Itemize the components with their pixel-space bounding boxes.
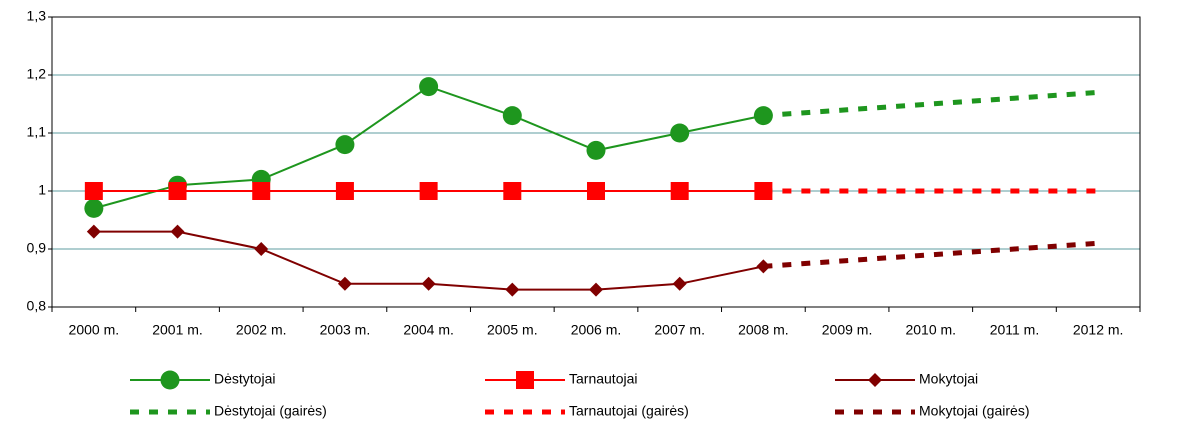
legend-label: Dėstytojai (gairės)	[214, 403, 327, 419]
x-tick-label: 2007 m.	[654, 322, 705, 338]
marker	[672, 276, 687, 291]
y-tick-label: 0,9	[27, 240, 47, 256]
marker	[168, 182, 187, 200]
marker	[254, 242, 269, 256]
marker	[170, 224, 185, 239]
y-tick-label: 1,2	[27, 66, 47, 82]
marker	[587, 182, 605, 200]
legend-label: Mokytojai	[919, 371, 978, 387]
x-tick-label: 2006 m.	[571, 322, 622, 338]
marker	[502, 106, 522, 126]
y-tick-label: 1,1	[27, 124, 47, 140]
x-tick-label: 2000 m.	[69, 322, 120, 338]
marker	[160, 370, 180, 390]
marker	[670, 182, 689, 200]
plot-border	[51, 16, 1141, 308]
legend-label: Dėstytojai	[214, 371, 275, 387]
x-tick-label: 2011 m.	[990, 322, 1040, 338]
x-tick-label: 2001 m.	[152, 322, 203, 338]
marker	[586, 140, 606, 160]
marker	[868, 373, 882, 387]
marker	[419, 182, 438, 200]
x-tick-label: 2012 m.	[1073, 322, 1124, 338]
marker	[84, 198, 104, 218]
legend-label: Tarnautojai	[569, 371, 638, 387]
marker	[503, 182, 522, 200]
marker	[84, 182, 103, 200]
marker	[337, 276, 352, 291]
x-tick-label: 2008 m.	[738, 322, 789, 338]
y-tick-label: 1,3	[27, 8, 47, 24]
marker	[670, 123, 690, 143]
x-tick-label: 2004 m.	[403, 322, 454, 338]
legend-label: Tarnautojai (gairės)	[569, 403, 689, 419]
marker	[86, 224, 101, 239]
y-tick-label: 0,8	[27, 298, 47, 314]
legend-label: Mokytojai (gairės)	[919, 403, 1029, 419]
x-tick-label: 2005 m.	[487, 322, 538, 338]
marker	[516, 371, 534, 389]
x-tick-label: 2002 m.	[236, 322, 287, 338]
x-tick-label: 2003 m.	[320, 322, 371, 338]
marker	[419, 77, 439, 97]
marker	[252, 182, 271, 200]
x-tick-label: 2010 m.	[905, 322, 956, 338]
marker	[335, 182, 354, 200]
x-tick-label: 2009 m.	[822, 322, 873, 338]
marker	[421, 276, 436, 291]
marker	[335, 135, 355, 155]
y-tick-label: 1	[38, 182, 46, 198]
marker	[505, 282, 520, 297]
marker	[589, 282, 603, 297]
